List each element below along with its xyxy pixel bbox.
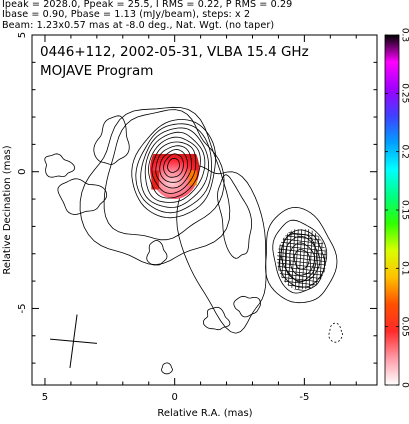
colorbar-ticks: 0 0.05 0.1 0.15 0.2 0.25 0.3 [385, 28, 409, 388]
contour-layer [44, 106, 343, 375]
core-contour [163, 153, 184, 178]
outer-contour-core [103, 109, 225, 241]
jet-inner-contour [279, 229, 326, 288]
polarization-vector [315, 229, 320, 290]
polarization-vector [301, 229, 306, 290]
jet-inner-contour [293, 249, 310, 270]
jet-contour [265, 206, 338, 304]
polarization-vector [284, 229, 289, 290]
isolated-contour [203, 306, 231, 331]
polarization-vector [298, 229, 303, 290]
bridge-contour [176, 165, 267, 334]
isolated-contour [328, 322, 343, 343]
x-tick-label: 5 [42, 392, 48, 403]
jet-inner-contour [284, 235, 321, 282]
jet-contour [272, 219, 328, 294]
core-contour [148, 136, 201, 199]
x-tick-label: 0 [171, 392, 177, 403]
polarization-vector [291, 229, 296, 290]
jet-inner-contour [289, 242, 316, 276]
polarization-vector [312, 229, 317, 290]
program-label: MOJAVE Program [40, 63, 153, 79]
core-contour [140, 127, 210, 208]
core-contour [155, 145, 192, 189]
core-contour [151, 141, 197, 194]
y-tick-label: -5 [17, 303, 28, 313]
y-tick-label: 0 [17, 169, 28, 175]
core-polarization-fill [151, 170, 160, 190]
x-tick-label: -5 [299, 392, 309, 403]
colorbar-tick-label: 0.1 [400, 261, 409, 275]
beam-minor-axis [50, 338, 97, 344]
plot-frame [31, 34, 378, 386]
header-peak-line: Ipeak = 2028.0, Ppeak = 25.5, I RMS = 0.… [2, 0, 293, 10]
polarization-vector [277, 269, 327, 277]
polarization-vector [294, 229, 299, 290]
isolated-contour [93, 115, 130, 165]
polarization-vector [277, 251, 327, 259]
polarization-vector [322, 229, 327, 290]
colorbar-tick-label: 0 [400, 382, 409, 388]
header-beam-line: Beam: 1.23x0.57 mas at -8.0 deg., Nat. W… [2, 19, 275, 31]
axis-ticks: 5 0 -5 5 0 -5 [17, 32, 377, 403]
x-axis-label: Relative R.A. (mas) [157, 408, 252, 419]
y-axis-label: Relative Decination (mas) [2, 145, 13, 274]
isolated-contour [44, 153, 76, 178]
polarization-vector [277, 244, 327, 252]
header-base-line: Ibase = 0.90, Pbase = 1.13 (mJy/beam), s… [2, 9, 251, 21]
polarization-vector [277, 283, 327, 291]
core-contour [131, 119, 217, 219]
colorbar-tick-label: 0.3 [400, 28, 409, 42]
isolated-contour [57, 178, 108, 215]
map-header: Ipeak = 2028.0, Ppeak = 25.5, I RMS = 0.… [2, 0, 407, 31]
colorbar-tick-label: 0.15 [400, 200, 409, 220]
isolated-contour [217, 174, 253, 259]
isolated-contour [161, 362, 173, 375]
core-contour [144, 131, 206, 203]
isolated-contour [146, 239, 168, 266]
colorbar-tick-label: 0.2 [400, 145, 409, 159]
source-label: 0446+112, 2002-05-31, VLBA 15.4 GHz [40, 44, 309, 60]
core-contour [167, 158, 180, 173]
core-polarization-fill [188, 170, 197, 186]
y-tick-label: 5 [17, 32, 28, 38]
colorbar-tick-label: 0.05 [400, 317, 409, 337]
polarization-vector [277, 272, 327, 280]
isolated-contour [233, 295, 261, 318]
core-contour [135, 123, 212, 214]
colorbar-tick-label: 0.25 [400, 83, 409, 103]
core-contour [159, 149, 188, 183]
